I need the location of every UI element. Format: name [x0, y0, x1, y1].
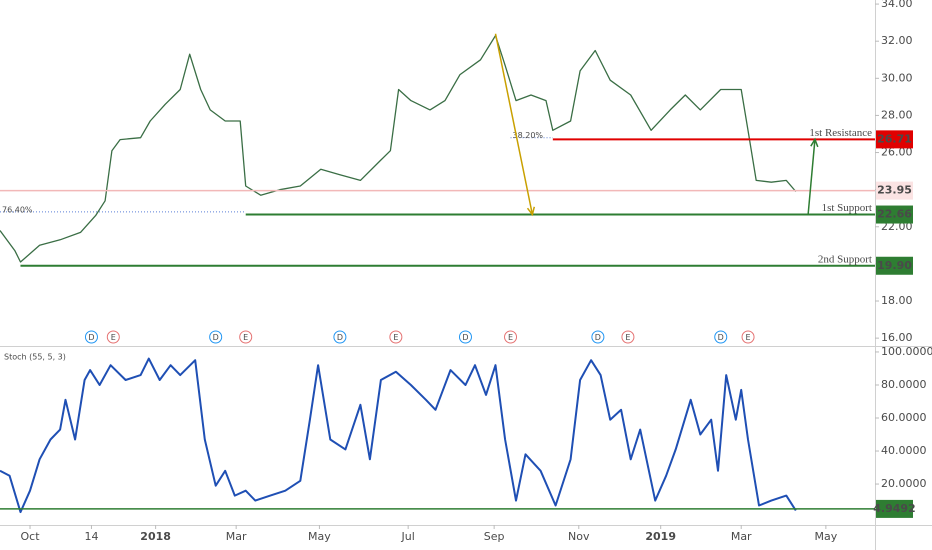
event-label: D	[88, 333, 94, 342]
y-tick-label: 18.00	[881, 294, 913, 307]
level-name: 1st Resistance	[809, 127, 872, 139]
event-marker	[84, 330, 98, 344]
level-value: 26.71	[877, 132, 912, 145]
fib-label: 38.20%	[513, 131, 544, 140]
x-tick-label: May	[814, 530, 837, 543]
event-marker	[621, 330, 635, 344]
indicator-title: Stoch (55, 5, 3)	[4, 353, 66, 362]
level-box	[876, 499, 913, 518]
level-value: 4.9492	[873, 502, 915, 515]
arrow-head	[526, 206, 536, 217]
event-label: E	[393, 333, 398, 342]
event-marker	[239, 330, 253, 344]
event-label: D	[718, 333, 724, 342]
x-tick-label: Sep	[484, 530, 505, 543]
x-tick-label: Mar	[731, 530, 752, 543]
level-box	[876, 256, 913, 275]
y-tick-label: 16.00	[881, 331, 913, 344]
arrow-line	[494, 33, 534, 215]
x-tick-label: Mar	[226, 530, 247, 543]
y-tick-label: 32.00	[881, 34, 913, 47]
event-marker	[714, 330, 728, 344]
x-tick-label: 14	[84, 530, 98, 543]
y-tick-label: 80.0000	[881, 378, 927, 391]
series-line	[0, 34, 797, 263]
y-tick-label: 100.0000	[881, 345, 932, 358]
level-value: 19.90	[877, 259, 912, 272]
y-tick-label: 34.00	[881, 0, 913, 10]
event-label: E	[243, 333, 248, 342]
y-tick-label: 26.00	[881, 146, 913, 159]
level-value: 23.95	[877, 184, 912, 197]
event-marker	[741, 330, 755, 344]
y-tick-label: 30.00	[881, 71, 913, 84]
event-label: D	[213, 333, 219, 342]
event-marker	[106, 330, 120, 344]
event-label: E	[625, 333, 630, 342]
x-tick-label: 2018	[140, 530, 171, 543]
level-value: 22.66	[877, 208, 912, 221]
y-tick-label: 40.0000	[881, 444, 927, 457]
event-label: D	[462, 333, 468, 342]
event-marker	[389, 330, 403, 344]
arrow-head	[810, 137, 819, 148]
event-label: D	[337, 333, 343, 342]
y-tick-label: 28.00	[881, 108, 913, 121]
level-box	[876, 205, 913, 224]
event-marker	[333, 330, 347, 344]
event-label: E	[508, 333, 513, 342]
level-name: 1st Support	[822, 202, 872, 214]
arrow-line	[807, 139, 816, 215]
y-tick-label: 60.0000	[881, 411, 927, 424]
event-label: E	[111, 333, 116, 342]
x-tick-label: May	[308, 530, 331, 543]
event-marker	[591, 330, 605, 344]
x-tick-label: Nov	[568, 530, 590, 543]
x-tick-label: Oct	[21, 530, 41, 543]
event-marker	[209, 330, 223, 344]
level-name: 2nd Support	[818, 253, 872, 265]
x-tick-label: Jul	[401, 530, 415, 543]
event-label: D	[595, 333, 601, 342]
level-box	[876, 130, 913, 149]
series-line	[0, 357, 797, 514]
x-tick-label: 2019	[645, 530, 676, 543]
y-tick-label: 20.0000	[881, 477, 927, 490]
event-marker	[458, 330, 472, 344]
level-box	[876, 181, 913, 200]
event-label: E	[746, 333, 751, 342]
event-marker	[504, 330, 518, 344]
fib-label: 76.40%	[2, 205, 33, 214]
